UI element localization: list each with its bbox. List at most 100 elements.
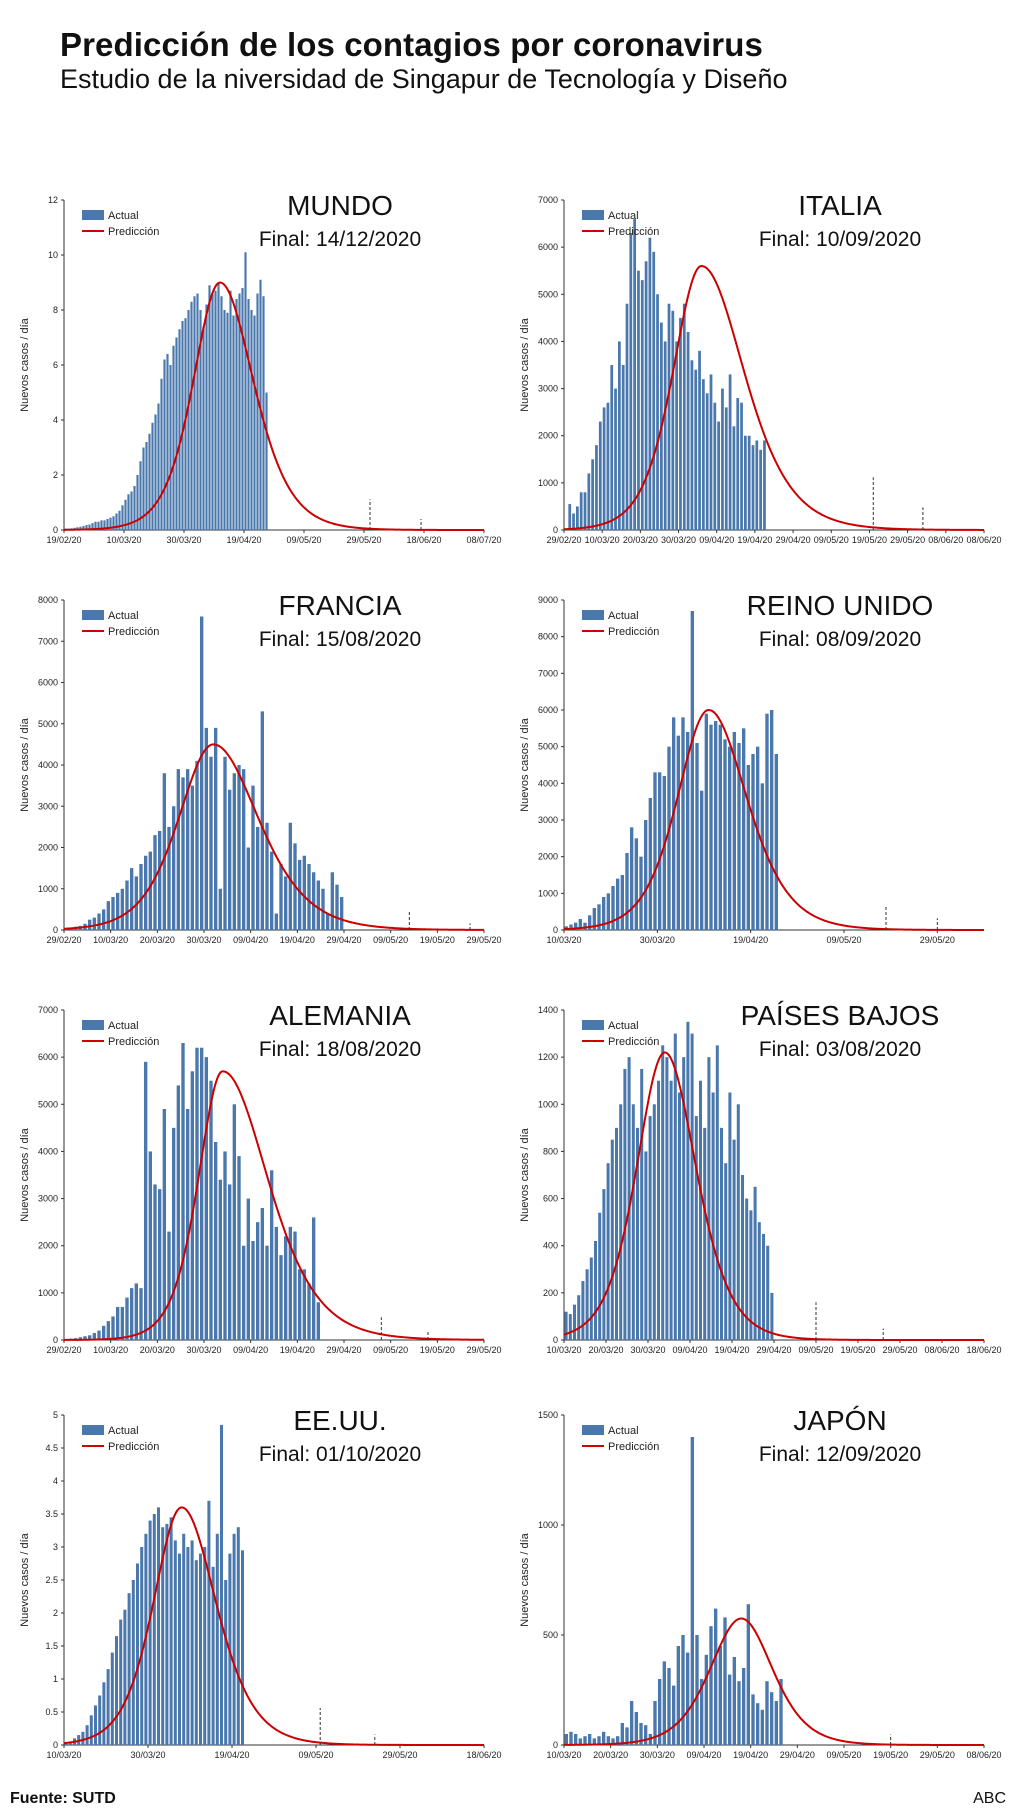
bar [643, 1725, 648, 1745]
x-tick-label: 19/04/20 [214, 1750, 249, 1760]
bar [181, 321, 184, 530]
bar [78, 1337, 83, 1340]
bar [220, 296, 223, 530]
y-tick-label: 7000 [38, 1005, 58, 1015]
bar [663, 341, 667, 530]
bar [704, 713, 709, 930]
prediction-line [63, 1506, 484, 1746]
bar [629, 1701, 634, 1745]
bar [162, 773, 167, 930]
bar [625, 303, 629, 530]
bar [751, 445, 755, 530]
bar [707, 1057, 711, 1340]
bar [598, 1212, 602, 1340]
bar [102, 1682, 106, 1745]
bar [148, 851, 153, 930]
legend-swatch-actual [82, 1020, 104, 1030]
y-tick-label: 3000 [538, 384, 558, 394]
bar [211, 1566, 215, 1745]
x-tick-label: 20/03/20 [593, 1750, 628, 1760]
x-tick-label: 29/05/20 [890, 535, 925, 545]
bar [227, 789, 232, 930]
y-tick-label: 5 [53, 1410, 58, 1420]
x-tick-label: 10/03/20 [546, 935, 581, 945]
y-axis-label: Nuevos casos / día [519, 717, 531, 811]
x-tick-label: 20/03/20 [140, 1345, 175, 1355]
x-tick-label: 29/02/20 [546, 535, 581, 545]
bar [195, 1047, 199, 1340]
legend-label-prediction: Predicción [108, 1036, 159, 1048]
x-tick-label: 18/06/20 [466, 1750, 501, 1760]
chart-country-title: REINO UNIDO [746, 590, 934, 621]
bar [260, 711, 265, 930]
bar [316, 880, 321, 930]
y-tick-label: 0 [53, 1335, 58, 1345]
bar [753, 1186, 757, 1340]
bar [751, 1694, 755, 1745]
chart-final-date: Final: 08/09/2020 [758, 628, 922, 651]
x-tick-label: 08/06/20 [966, 535, 1001, 545]
bar [568, 504, 572, 530]
bar [564, 1311, 568, 1340]
bar [115, 513, 118, 530]
bar [121, 505, 124, 530]
x-tick-label: 29/02/20 [46, 1345, 81, 1355]
prediction-line [563, 1617, 985, 1746]
bar [723, 1617, 727, 1745]
bar [204, 727, 209, 930]
y-axis-label: Nuevos casos / día [19, 317, 31, 411]
y-axis-label: Nuevos casos / día [519, 317, 531, 411]
bar [88, 524, 91, 530]
bar [713, 1608, 718, 1745]
bar [120, 1307, 125, 1340]
bar [265, 392, 268, 530]
bar [572, 1304, 577, 1340]
bar [569, 1731, 573, 1745]
bar [199, 310, 202, 530]
bar [166, 354, 169, 530]
bar [774, 1701, 779, 1745]
bar [779, 1679, 783, 1745]
bar [673, 1033, 677, 1340]
page-subtitle: Estudio de la niversidad de Singapur de … [60, 64, 788, 94]
bar [115, 1307, 120, 1340]
bar [606, 893, 611, 930]
bar [732, 1139, 736, 1340]
bar [749, 1210, 753, 1340]
bar [709, 374, 713, 530]
bar [114, 1636, 119, 1745]
bar [194, 1560, 198, 1745]
chart-panel-7: 0 500 1000 1500 10/03/20 20/03/20 30/03/20 09/0… [519, 1405, 1002, 1765]
bar [129, 1288, 134, 1340]
bar [218, 888, 223, 930]
x-tick-label: 19/04/20 [733, 935, 768, 945]
credit-note: ABC [973, 1790, 1006, 1807]
bar [677, 1092, 682, 1340]
x-tick-label: 09/05/20 [826, 935, 861, 945]
bar [127, 494, 130, 530]
bar [606, 1736, 611, 1745]
bar [94, 521, 97, 530]
legend: Actual Predicción [582, 1425, 659, 1453]
bar [703, 1127, 707, 1340]
legend-label-actual: Actual [108, 1425, 139, 1437]
legend-label-actual: Actual [108, 1020, 139, 1032]
bar [269, 1170, 274, 1340]
y-tick-label: 800 [543, 1146, 558, 1156]
x-tick-label: 09/05/20 [814, 535, 849, 545]
bar [119, 1619, 123, 1745]
bar [669, 1080, 673, 1340]
bar [160, 378, 163, 530]
bar [236, 1527, 240, 1745]
bar [728, 1092, 732, 1340]
bar [274, 913, 279, 930]
y-tick-label: 1400 [538, 1005, 558, 1015]
x-tick-label: 29/05/20 [382, 1750, 417, 1760]
bar [639, 856, 643, 930]
bar [634, 1712, 639, 1745]
bar [648, 237, 652, 530]
prediction-line [563, 1051, 984, 1341]
chart-panel-2: 0 1000 2000 3000 4000 5000 6000 7000 8000 29/02/2… [19, 590, 502, 950]
y-tick-label: 0 [53, 1740, 58, 1750]
y-tick-label: 1200 [538, 1052, 558, 1062]
